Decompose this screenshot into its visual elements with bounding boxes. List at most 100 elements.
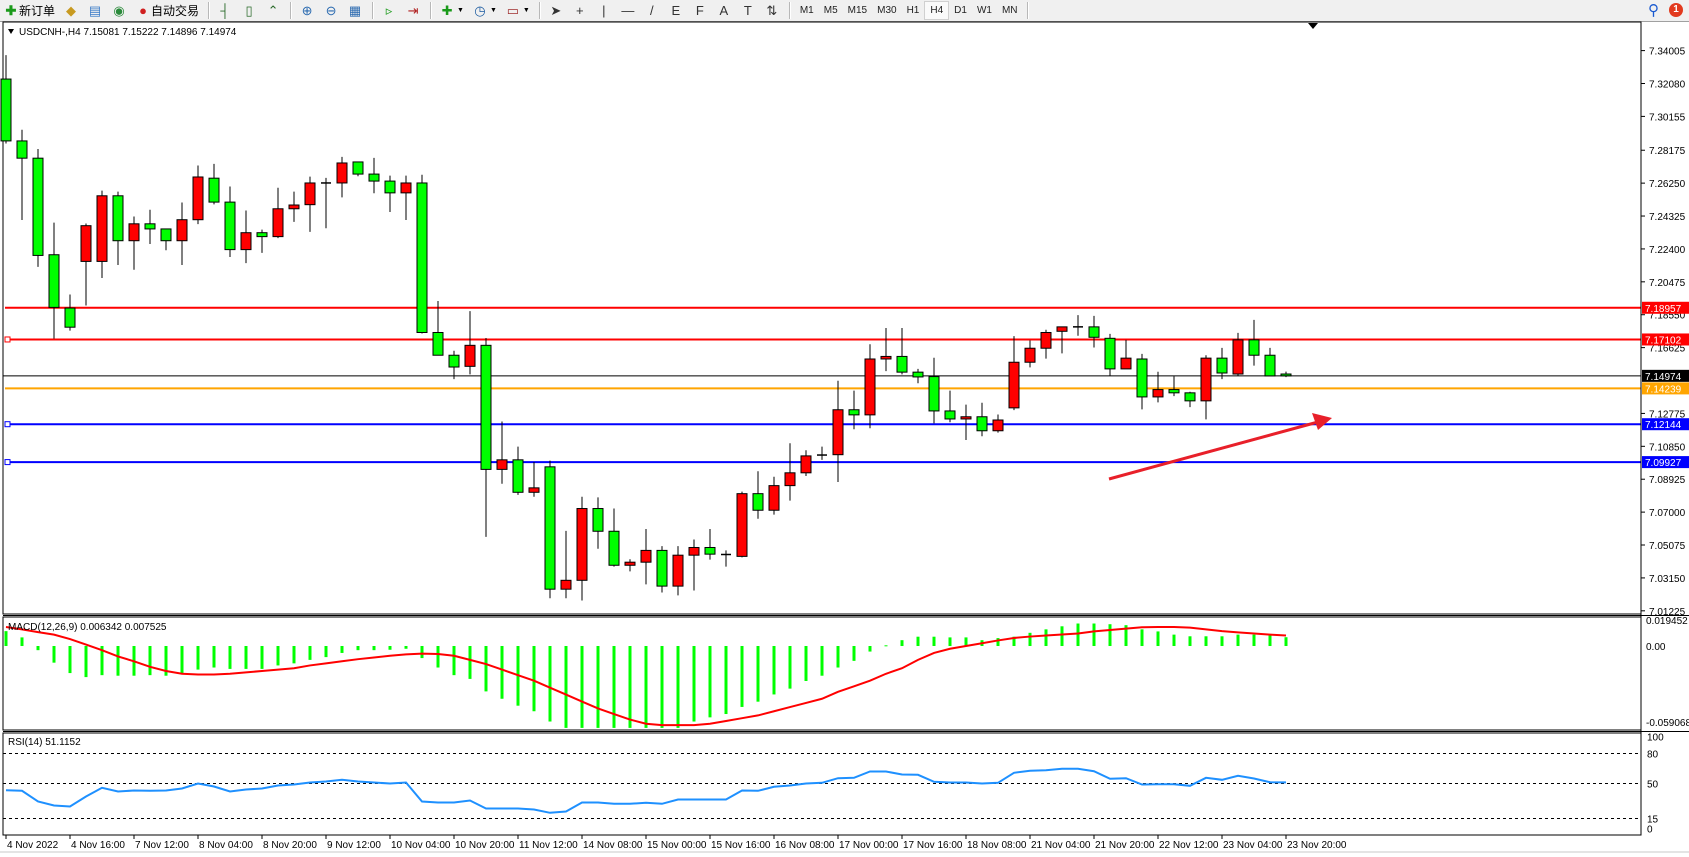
new-order-icon: ✚ <box>5 2 17 18</box>
toolbar-separator <box>208 2 211 19</box>
macd-histogram-bar <box>1124 625 1128 647</box>
macd-histogram-bar <box>820 646 824 676</box>
gold-bars-button[interactable]: ◆ <box>60 1 82 20</box>
macd-histogram-bar <box>68 646 72 674</box>
vertical-line-tool[interactable]: | <box>593 1 615 20</box>
autotrading-button[interactable]: ● 自动交易 <box>132 1 202 20</box>
candle <box>496 421 508 484</box>
timeframe-mn[interactable]: MN <box>1001 5 1018 16</box>
candle <box>48 222 60 339</box>
cursor-tool[interactable]: ➤ <box>545 1 567 20</box>
candle-body <box>800 455 812 474</box>
timeframe-w1[interactable]: W1 <box>976 5 992 16</box>
timeframe-h4[interactable]: H4 <box>924 1 950 20</box>
level-anchor-handle[interactable] <box>4 459 11 466</box>
candle <box>640 529 652 585</box>
bar-chart-button[interactable]: ┤ <box>214 1 236 20</box>
macd-histogram-bar <box>196 646 200 670</box>
text-label-tool[interactable]: T <box>737 1 759 20</box>
level-anchor-handle[interactable] <box>4 336 11 343</box>
fibonacci-f-icon: F <box>695 2 704 18</box>
macd-histogram-bar <box>948 637 952 647</box>
macd-histogram-bar <box>1220 636 1224 647</box>
candle-body <box>768 485 780 511</box>
zoom-in-button[interactable]: ⊕ <box>296 1 318 20</box>
candle <box>448 350 460 380</box>
timeframe-m5[interactable]: M5 <box>823 5 838 16</box>
fibonacci-e-tool[interactable]: E <box>665 1 687 20</box>
zoom-out-icon: ⊖ <box>325 2 337 18</box>
notification-badge[interactable]: 1 <box>1669 3 1683 17</box>
macd-histogram-bar <box>148 646 152 676</box>
candle-body <box>1056 326 1068 332</box>
candle <box>944 390 956 423</box>
candle-body <box>640 549 652 563</box>
timeframe-h1[interactable]: H1 <box>906 5 920 16</box>
candle-body <box>144 223 156 230</box>
timeframe-m1[interactable]: M1 <box>799 5 814 16</box>
macd-signal-line <box>5 625 1287 727</box>
new-chart-dropdown[interactable]: ✚ ▼ <box>436 1 467 20</box>
candle-body <box>304 182 316 206</box>
horizontal-line-tool[interactable]: — <box>617 1 639 20</box>
candle <box>1024 340 1036 368</box>
annotation-arrow-line[interactable] <box>1108 420 1319 481</box>
candle <box>272 187 284 239</box>
candle-body <box>688 546 700 556</box>
candle <box>1120 339 1132 370</box>
arrows-tool[interactable]: ⇅ <box>761 1 783 20</box>
macd-axis-label: 0.00 <box>1646 642 1666 653</box>
new-order-button[interactable]: ✚ 新订单 <box>0 1 58 20</box>
macd-histogram-bar <box>676 646 680 728</box>
timeframe-d1[interactable]: D1 <box>954 5 967 16</box>
macd-histogram-bar <box>324 646 328 658</box>
zoom-out-button[interactable]: ⊖ <box>320 1 342 20</box>
tile-windows-button[interactable]: ▦ <box>344 1 366 20</box>
candle <box>544 460 556 599</box>
candle-body <box>256 232 268 238</box>
candle-body <box>848 409 860 416</box>
timeframe-m30[interactable]: M30 <box>877 5 897 16</box>
time-axis-label: 9 Nov 12:00 <box>327 840 381 851</box>
candle <box>160 228 172 251</box>
candlestick-button[interactable]: ▯ <box>238 1 260 20</box>
fibonacci-f-tool[interactable]: F <box>689 1 711 20</box>
toolbar-separator <box>538 2 541 19</box>
signals-button[interactable]: ◉ <box>108 1 130 20</box>
candle-body <box>1216 357 1228 374</box>
macd-histogram-bar <box>164 646 168 676</box>
right-tools: ⚲ 1 <box>1648 1 1683 19</box>
candle <box>96 190 108 278</box>
templates-dropdown[interactable]: ▭ ▼ <box>502 1 533 20</box>
trendline-tool[interactable]: / <box>641 1 663 20</box>
candle <box>752 471 764 519</box>
trendline-icon: / <box>650 2 654 18</box>
search-icon[interactable]: ⚲ <box>1648 2 1659 19</box>
crosshair-tool[interactable]: + <box>569 1 591 20</box>
time-axis-label: 15 Nov 00:00 <box>647 840 707 851</box>
macd-histogram-bar <box>1172 634 1176 647</box>
candle <box>1056 326 1068 354</box>
toolbar-separator <box>430 2 433 19</box>
level-price-label: 7.17102 <box>1645 335 1682 346</box>
line-chart-button[interactable]: ⌃ <box>262 1 284 20</box>
macd-histogram-bar <box>548 646 552 722</box>
timeframe-m15[interactable]: M15 <box>847 5 868 16</box>
chart-shift-marker-icon[interactable] <box>1308 23 1318 29</box>
market-watch-icon: ▤ <box>88 2 102 18</box>
level-anchor-handle[interactable] <box>4 421 11 428</box>
candle <box>768 476 780 515</box>
periods-dropdown[interactable]: ◷ ▼ <box>469 1 500 20</box>
chart-shift-button[interactable]: ⇥ <box>402 1 424 20</box>
text-tool[interactable]: A <box>713 1 735 20</box>
candle <box>1008 336 1020 411</box>
auto-scroll-button[interactable]: ▹ <box>378 1 400 20</box>
collapse-triangle-icon[interactable] <box>8 29 14 34</box>
candle <box>560 530 572 599</box>
time-axis-label: 18 Nov 08:00 <box>967 840 1027 851</box>
candle <box>384 175 396 213</box>
candle-body <box>1248 339 1260 356</box>
candle-body <box>1280 373 1292 377</box>
market-watch-button[interactable]: ▤ <box>84 1 106 20</box>
